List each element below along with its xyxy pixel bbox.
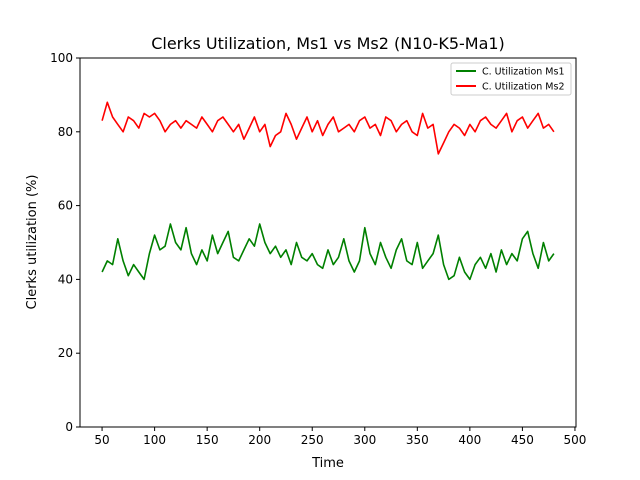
x-tick-label: 450 [511, 433, 534, 447]
legend: C. Utilization Ms1 C. Utilization Ms2 [450, 62, 572, 96]
y-tick-label: 0 [65, 420, 73, 434]
x-tick-label: 300 [353, 433, 376, 447]
x-axis-label: Time [311, 456, 344, 471]
x-tick-label: 500 [563, 433, 586, 447]
x-tick-label: 250 [301, 433, 324, 447]
plot-area: 50 100 150 200 250 300 350 400 450 500 0 20 40 60 80 10… [50, 51, 586, 447]
legend-label-ms1: C. Utilization Ms1 [482, 67, 565, 78]
x-tick-label: 50 [94, 433, 109, 447]
chart-title: Clerks Utilization, Ms1 vs Ms2 (N10-K5-M… [151, 34, 505, 53]
y-tick-label: 100 [50, 51, 73, 65]
series-line-ms2 [101, 101, 555, 155]
x-tick-label: 350 [406, 433, 429, 447]
series-line-ms1 [101, 223, 555, 281]
axes-frame [79, 57, 577, 428]
y-tick-label: 40 [58, 272, 73, 286]
y-tick-label: 80 [58, 125, 73, 139]
y-tick-label: 60 [58, 199, 73, 213]
y-axis-label: Clerks utilization (%) [25, 175, 40, 310]
x-tick-label: 200 [248, 433, 271, 447]
legend-label-ms2: C. Utilization Ms2 [482, 82, 565, 93]
x-tick-label: 100 [143, 433, 166, 447]
x-tick-label: 150 [196, 433, 219, 447]
legend-frame [450, 62, 572, 96]
y-tick-label: 20 [58, 346, 73, 360]
x-tick-label: 400 [458, 433, 481, 447]
